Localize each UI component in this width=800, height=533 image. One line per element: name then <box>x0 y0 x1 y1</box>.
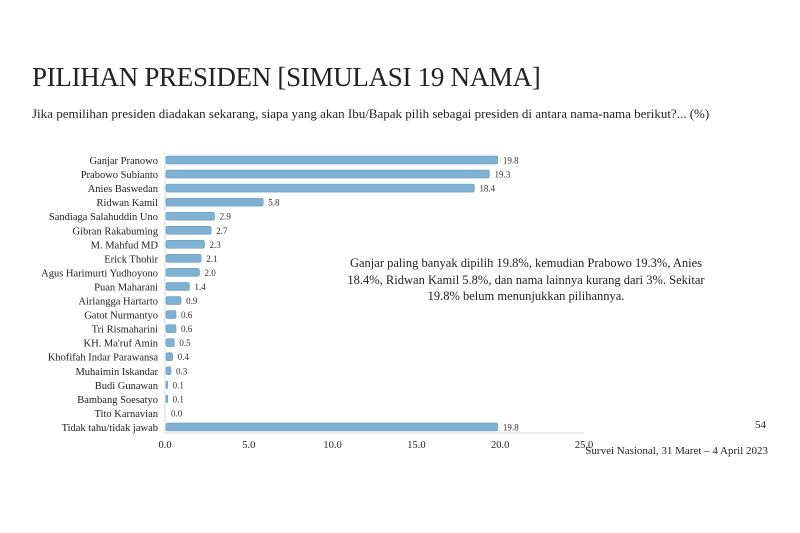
category-label: M. Mahfud MD <box>91 240 159 251</box>
value-label: 2.3 <box>210 240 222 250</box>
bar <box>165 155 499 165</box>
category-label: Prabowo Subianto <box>81 170 158 181</box>
category-label: Ganjar Pranowo <box>89 156 158 167</box>
category-label: Budi Gunawan <box>95 381 159 392</box>
bar <box>165 169 490 179</box>
value-label: 0.1 <box>173 394 184 404</box>
page-number: 54 <box>755 419 766 431</box>
category-label: KH. Ma'ruf Amin <box>83 339 158 350</box>
value-label: 1.4 <box>194 282 206 292</box>
bar <box>165 282 190 291</box>
value-label: 0.5 <box>179 338 191 348</box>
category-label: Gibran Rakabuming <box>73 226 159 237</box>
value-label: 2.0 <box>205 268 217 278</box>
bar <box>165 183 475 193</box>
bar <box>165 324 177 333</box>
bar <box>165 211 215 221</box>
x-tick-label: 15.0 <box>407 440 425 451</box>
x-tick-label: 25.0 <box>575 440 593 451</box>
category-label: Gatot Nurmantyo <box>84 311 158 322</box>
value-label: 2.9 <box>220 212 232 222</box>
value-label: 19.3 <box>494 170 510 180</box>
bar <box>165 240 205 249</box>
bar <box>165 310 177 319</box>
bar <box>165 197 264 207</box>
value-label: 2.1 <box>206 254 217 264</box>
value-label: 19.8 <box>503 422 519 432</box>
category-label: Erick Thohir <box>104 254 158 265</box>
category-label: Anies Baswedan <box>88 184 159 195</box>
bar <box>165 394 168 404</box>
category-label: Puan Maharani <box>94 282 158 293</box>
value-label: 5.8 <box>268 198 280 208</box>
value-label: 18.4 <box>479 184 495 194</box>
bar <box>165 352 173 361</box>
bar <box>165 254 202 263</box>
category-label: Agus Harimurti Yudhoyono <box>41 268 158 279</box>
value-label: 0.6 <box>181 324 193 334</box>
x-tick-label: 5.0 <box>242 440 255 451</box>
bar <box>165 268 200 277</box>
chart-subtitle: Jika pemilihan presiden diadakan sekaran… <box>32 106 710 121</box>
x-tick-label: 0.0 <box>158 440 171 451</box>
category-label: Sandiaga Salahuddin Uno <box>49 212 158 223</box>
value-label: 0.9 <box>186 296 198 306</box>
category-label: Ridwan Kamil <box>96 198 158 209</box>
value-label: 2.7 <box>216 226 228 236</box>
value-label: 0.3 <box>176 366 188 376</box>
chart-title: PILIHAN PRESIDEN [SIMULASI 19 NAMA] <box>32 62 541 92</box>
bar <box>165 296 182 305</box>
value-label: 0.0 <box>171 408 183 418</box>
footer-source: Survei Nasional, 31 Maret – 4 April 2023 <box>585 445 768 457</box>
x-tick-label: 20.0 <box>491 440 509 451</box>
value-label: 0.1 <box>173 380 184 390</box>
bar <box>165 366 172 375</box>
value-label: 0.4 <box>178 352 190 362</box>
value-label: 19.8 <box>503 156 519 166</box>
bar <box>165 380 168 390</box>
bar <box>165 226 212 235</box>
x-tick-label: 10.0 <box>323 440 341 451</box>
category-label: Airlangga Hartarto <box>78 297 158 308</box>
category-label: Khofifah Indar Parawansa <box>48 353 159 364</box>
bar <box>165 338 175 347</box>
category-label: Tito Karnavian <box>95 409 159 420</box>
category-label: Bambang Soesatyo <box>77 395 158 406</box>
category-label: Tidak tahu/tidak jawab <box>62 423 158 434</box>
bar <box>165 422 499 432</box>
category-label: Tri Rismaharini <box>92 325 158 336</box>
value-label: 0.6 <box>181 310 193 320</box>
chart-annotation: Ganjar paling banyak dipilih 19.8%, kemu… <box>347 256 705 303</box>
category-label: Muhaimin Iskandar <box>75 367 158 378</box>
